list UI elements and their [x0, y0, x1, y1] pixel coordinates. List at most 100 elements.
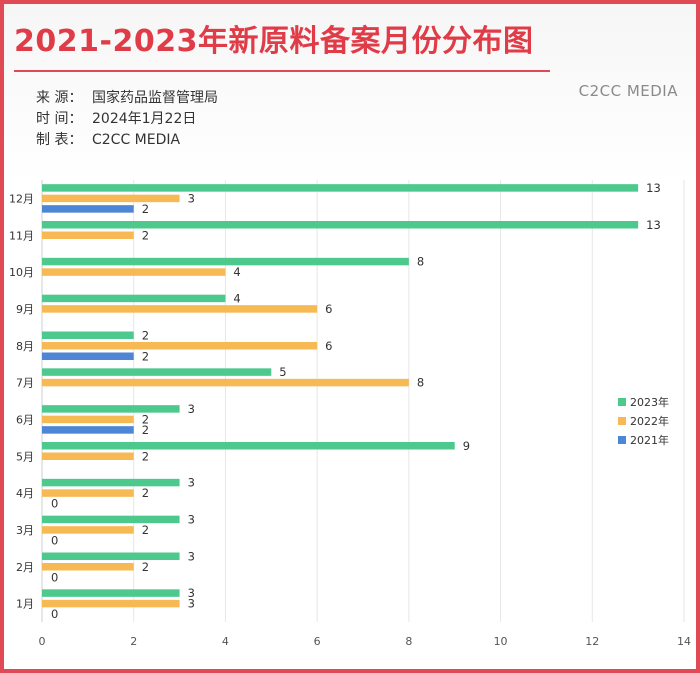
source-value: 国家药品监督管理局: [92, 90, 218, 106]
data-label: 2: [142, 328, 149, 342]
bar-2023年-11月: [42, 221, 639, 229]
bar-2022年-10月: [42, 268, 226, 276]
bar-2023年-3月: [42, 515, 180, 524]
data-label: 2: [142, 228, 149, 242]
data-label: 0: [51, 570, 58, 584]
chart-legend: 2023年 2022年 2021年: [618, 395, 669, 447]
data-label: 3: [188, 191, 195, 205]
data-label: 2: [142, 449, 149, 463]
data-label: 0: [51, 533, 58, 547]
x-tick-label: 10: [494, 635, 508, 648]
legend-swatch-2021年: [618, 436, 626, 444]
data-label: 3: [188, 402, 195, 416]
data-label: 5: [279, 365, 286, 379]
data-label: 3: [188, 597, 195, 611]
data-label: 2: [142, 349, 149, 363]
bar-2022年-1月: [42, 599, 180, 608]
legend-swatch-2022年: [618, 417, 626, 425]
bar-2022年-6月: [42, 415, 134, 424]
data-label: 2: [142, 560, 149, 574]
data-label: 3: [188, 549, 195, 563]
bar-2022年-9月: [42, 305, 318, 313]
data-label: 2: [142, 423, 149, 437]
bar-2023年-4月: [42, 478, 180, 487]
x-tick-label: 0: [39, 635, 46, 648]
bar-2022年-4月: [42, 489, 134, 497]
source-label: 来 源：: [36, 90, 83, 106]
data-label: 13: [646, 218, 661, 232]
source-row: 来 源： 国家药品监督管理局: [36, 88, 218, 109]
legend-swatch-2023年: [618, 398, 626, 406]
y-tick-label: 10月: [9, 266, 34, 279]
legend-label: 2023年: [630, 395, 669, 409]
y-tick-label: 1月: [16, 598, 34, 611]
data-label: 9: [463, 439, 470, 453]
source-info: 来 源： 国家药品监督管理局 时 间： 2024年1月22日 制 表： C2CC ME…: [36, 88, 218, 151]
data-label: 2: [142, 202, 149, 216]
bar-2022年-5月: [42, 452, 134, 460]
y-tick-label: 4月: [16, 487, 34, 500]
bar-2022年-12月: [42, 194, 180, 203]
bar-2023年-9月: [42, 294, 226, 303]
y-axis-labels: 12月 11月 10月 9月 8月 7月 6月 5月 4月 3月 2月 1月: [9, 192, 34, 610]
bar-2021年-12月: [42, 205, 134, 213]
bar-2023年-7月: [42, 368, 272, 376]
maker-label: 制 表：: [36, 132, 83, 148]
bar-2023年-5月: [42, 442, 455, 450]
bar-2023年-12月: [42, 184, 639, 192]
x-tick-label: 6: [314, 635, 321, 648]
bar-2023年-1月: [42, 589, 180, 597]
data-label: 3: [188, 476, 195, 490]
y-tick-label: 9月: [16, 303, 34, 316]
y-tick-label: 8月: [16, 340, 34, 353]
y-tick-label: 11月: [9, 229, 34, 242]
x-tick-label: 2: [130, 635, 137, 648]
data-label: 3: [188, 512, 195, 526]
y-tick-label: 7月: [16, 377, 34, 390]
page-title: 2021-2023年新原料备案月份分布图: [14, 24, 534, 59]
x-tick-label: 8: [405, 635, 412, 648]
data-label: 3: [188, 586, 195, 600]
title-underline: [14, 70, 550, 72]
data-label: 0: [51, 497, 58, 511]
legend-label: 2022年: [630, 414, 669, 428]
time-label: 时 间：: [36, 111, 83, 127]
bar-2023年-8月: [42, 331, 134, 339]
bar-2022年-7月: [42, 378, 409, 387]
time-value: 2024年1月22日: [92, 111, 197, 127]
data-label: 6: [325, 339, 332, 353]
bar-2022年-2月: [42, 563, 134, 571]
bar-2023年-2月: [42, 552, 180, 560]
maker-row: 制 表： C2CC MEDIA: [36, 130, 218, 151]
data-label: 2: [142, 523, 149, 537]
x-axis-labels: 0 2 4 6 8 10 12 14: [39, 635, 692, 648]
y-tick-label: 3月: [16, 524, 34, 537]
data-label: 0: [51, 607, 58, 621]
y-tick-label: 12月: [9, 192, 34, 205]
maker-value: C2CC MEDIA: [92, 132, 181, 148]
bar-2023年-10月: [42, 257, 409, 266]
bar-2021年-6月: [42, 426, 134, 434]
x-tick-label: 14: [677, 635, 691, 648]
bar-2021年-8月: [42, 352, 134, 360]
data-label: 2: [142, 486, 149, 500]
data-label: 4: [233, 265, 240, 279]
data-label: 2: [142, 412, 149, 426]
chart-grid: [41, 180, 685, 622]
y-tick-label: 6月: [16, 413, 34, 426]
data-label: 4: [233, 291, 240, 305]
brand-watermark: C2CC MEDIA: [578, 82, 678, 100]
bar-2023年-6月: [42, 405, 180, 413]
y-tick-label: 2月: [16, 561, 34, 574]
time-row: 时 间： 2024年1月22日: [36, 109, 218, 130]
y-tick-label: 5月: [16, 450, 34, 463]
bar-2022年-3月: [42, 526, 134, 534]
data-label: 13: [646, 181, 661, 195]
bar-2022年-11月: [42, 231, 134, 239]
data-label: 6: [325, 302, 332, 316]
x-tick-label: 4: [222, 635, 229, 648]
data-label: 8: [417, 376, 424, 390]
data-label: 8: [417, 255, 424, 269]
